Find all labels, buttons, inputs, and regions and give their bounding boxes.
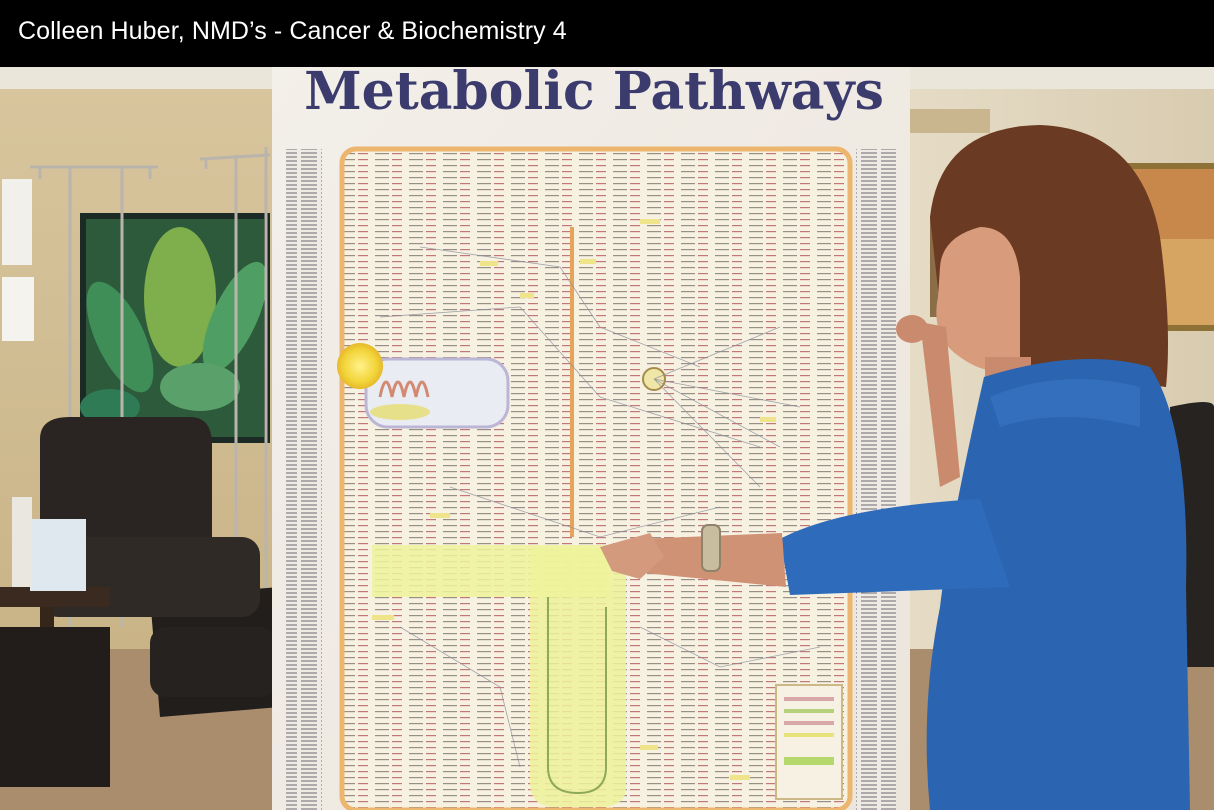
video-scene: Metabolic Pathways xyxy=(0,67,1214,810)
wall-note xyxy=(2,179,32,265)
poster-title: Metabolic Pathways xyxy=(304,67,884,122)
wall-vent xyxy=(910,109,990,133)
video-title-bar: Colleen Huber, NMD’s - Cancer & Biochemi… xyxy=(0,0,1214,67)
wall-note xyxy=(2,277,34,341)
metabolic-pathways-poster: Metabolic Pathways xyxy=(272,67,910,810)
video-frame[interactable]: Metabolic Pathways xyxy=(0,67,1214,810)
leaf-painting xyxy=(80,213,270,443)
video-title: Colleen Huber, NMD’s - Cancer & Biochemi… xyxy=(18,17,567,45)
chair-left-front xyxy=(0,627,110,787)
presenter xyxy=(600,125,1190,810)
